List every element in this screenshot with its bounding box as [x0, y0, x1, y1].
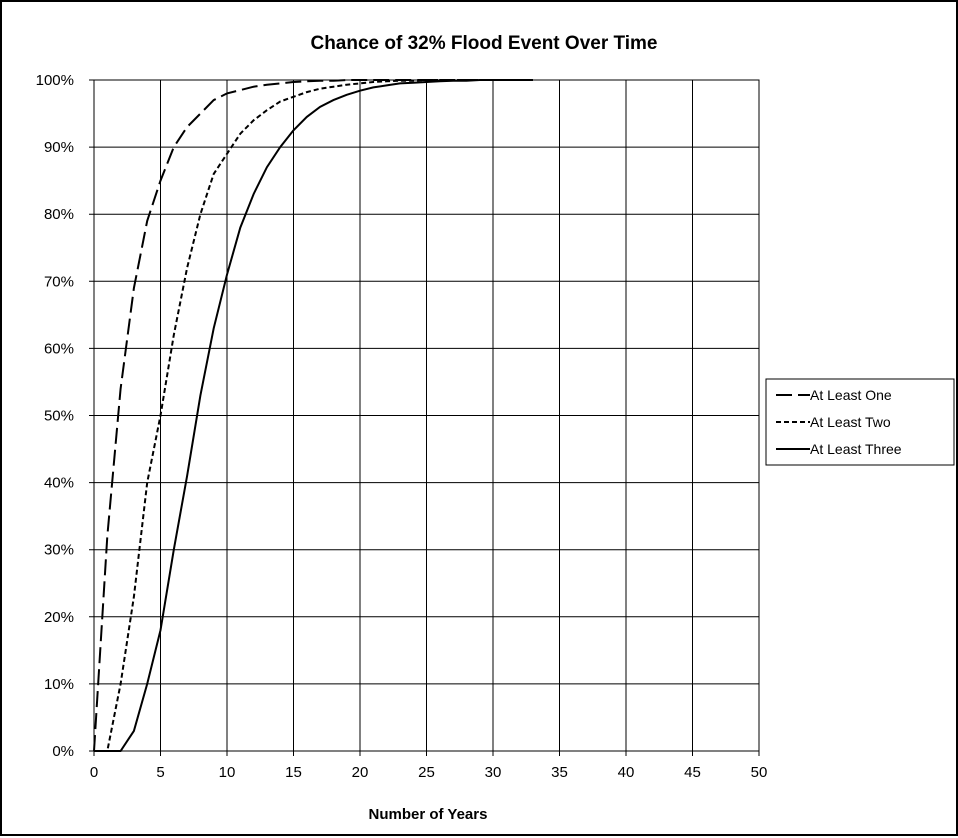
- x-tick-label: 45: [684, 764, 701, 781]
- y-tick-label: 90%: [44, 139, 74, 156]
- x-tick-label: 25: [418, 764, 435, 781]
- x-tick-label: 0: [90, 764, 98, 781]
- y-tick-label: 30%: [44, 542, 74, 559]
- series-line-at-least-three: [94, 79, 533, 752]
- y-tick-label: 80%: [44, 206, 74, 223]
- series-line-at-least-one: [93, 79, 533, 752]
- x-tick-label: 5: [156, 764, 164, 781]
- x-tick-label: 15: [285, 764, 302, 781]
- y-tick-label: 20%: [44, 609, 74, 626]
- y-tick-label: 100%: [36, 72, 74, 89]
- x-tick-label: 35: [551, 764, 568, 781]
- legend-box: [765, 378, 955, 466]
- legend: At Least One At Least Two At Least Three: [765, 378, 955, 466]
- x-tick-label: 10: [219, 764, 236, 781]
- x-tick-label: 50: [751, 764, 768, 781]
- y-tick-label: 10%: [44, 676, 74, 693]
- grid: [89, 79, 760, 756]
- x-tick-label: 20: [352, 764, 369, 781]
- legend-label: At Least One: [810, 387, 892, 403]
- y-tick-label: 70%: [44, 273, 74, 290]
- x-tick-label: 30: [485, 764, 502, 781]
- y-tick-label: 40%: [44, 475, 74, 492]
- y-tick-label: 0%: [52, 743, 74, 760]
- legend-label: At Least Three: [810, 441, 902, 457]
- x-axis-title: Number of Years: [369, 806, 488, 823]
- x-tick-label: 40: [618, 764, 635, 781]
- y-tick-label: 60%: [44, 340, 74, 357]
- series-lines: [93, 79, 533, 752]
- tick-labels: 0 5 10 15 20 25 30 35 40 45 50 0% 10% 20% 30% 40% 50% 60%…: [36, 72, 768, 781]
- chart-title: Chance of 32% Flood Event Over Time: [310, 33, 657, 54]
- y-tick-label: 50%: [44, 408, 74, 425]
- legend-label: At Least Two: [810, 414, 891, 430]
